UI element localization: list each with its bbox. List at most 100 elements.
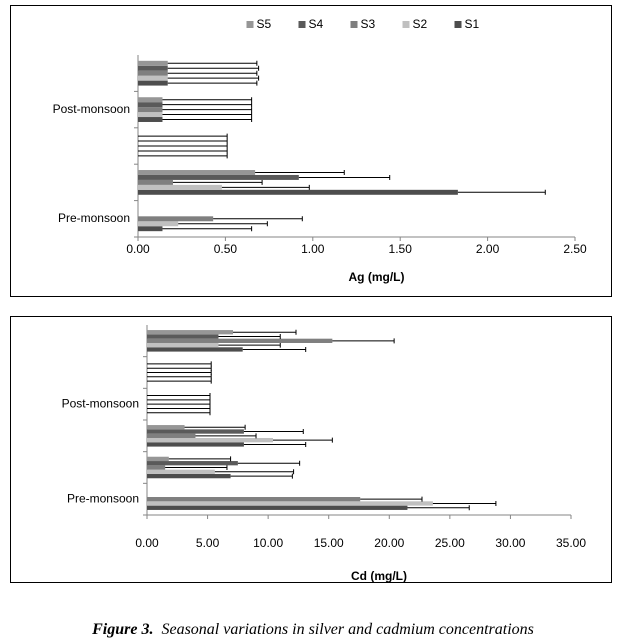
y-tick-label: Post-monsoon — [53, 102, 130, 116]
legend-swatch — [246, 21, 254, 28]
x-tick-label: 15.00 — [314, 536, 344, 550]
x-tick-label: 35.00 — [556, 536, 586, 550]
legend-swatch — [350, 21, 358, 28]
y-tick-label: Pre-monsoon — [58, 211, 130, 225]
error-bar — [138, 143, 228, 149]
error-bar — [298, 174, 391, 180]
error-bar — [184, 424, 246, 430]
caption-text: Seasonal variations in silver and cadmiu… — [161, 621, 533, 638]
caption-label: Figure 3. — [91, 621, 153, 638]
bar — [147, 334, 219, 339]
bar — [147, 469, 215, 474]
error-bar — [162, 107, 253, 113]
chart-frame — [10, 5, 612, 297]
bar — [147, 465, 166, 470]
legend-label: S5 — [257, 17, 272, 31]
bar — [147, 429, 244, 434]
bar — [138, 226, 163, 232]
error-bar — [138, 148, 228, 154]
bar — [138, 184, 222, 190]
x-tick-label: 0.00 — [126, 242, 150, 256]
x-tick-label: 5.00 — [196, 536, 220, 550]
error-bar — [243, 429, 304, 435]
error-bar — [147, 410, 211, 416]
x-axis-title: Cd (mg/L) — [351, 569, 407, 583]
error-bar — [332, 338, 395, 344]
error-bar — [242, 346, 307, 352]
bar — [138, 189, 458, 195]
x-tick-label: 2.50 — [563, 242, 587, 256]
bar — [138, 221, 179, 227]
error-bar — [162, 226, 253, 232]
error-bar — [167, 70, 258, 76]
bar — [138, 60, 168, 66]
error-bar — [230, 473, 293, 479]
error-bar — [218, 342, 281, 348]
y-tick-label: Pre-monsoon — [67, 491, 139, 505]
error-bar — [221, 184, 310, 190]
error-bar — [218, 334, 281, 340]
x-axis-title: Ag (mg/L) — [349, 270, 405, 284]
error-bar — [147, 397, 211, 403]
x-tick-label: 0.50 — [214, 242, 238, 256]
bar — [147, 473, 231, 479]
x-tick-label: 1.00 — [301, 242, 325, 256]
bar — [138, 65, 168, 71]
bar — [138, 70, 168, 76]
error-bar — [147, 370, 212, 375]
error-bar — [138, 138, 228, 144]
bar — [138, 174, 299, 180]
legend-label: S3 — [361, 17, 376, 31]
bar — [138, 102, 163, 108]
error-bar — [138, 133, 228, 139]
error-bar — [195, 433, 257, 439]
bar — [138, 97, 163, 103]
legend-label: S4 — [309, 17, 324, 31]
error-bar — [162, 112, 253, 118]
bar — [147, 456, 169, 462]
error-bar — [407, 505, 470, 511]
bar — [147, 437, 273, 443]
error-bar — [167, 60, 258, 66]
bar — [138, 179, 173, 185]
bar — [147, 338, 333, 343]
error-bar — [147, 401, 211, 407]
error-bar — [233, 329, 297, 335]
error-bar — [147, 393, 211, 399]
x-tick-label: 10.00 — [253, 536, 283, 550]
error-bar — [167, 80, 258, 86]
x-tick-label: 20.00 — [374, 536, 404, 550]
bar — [147, 497, 361, 502]
caption: Figure 3. Seasonal variations in silver a… — [91, 621, 534, 638]
y-tick-label: Post-monsoon — [62, 396, 139, 410]
bar — [147, 461, 238, 466]
error-bar — [147, 405, 211, 411]
bar — [147, 330, 234, 335]
bar — [138, 117, 163, 122]
bar — [147, 433, 196, 438]
error-bar — [147, 365, 212, 371]
x-tick-label: 25.00 — [435, 536, 465, 550]
error-bar — [162, 117, 253, 123]
legend-swatch — [454, 21, 462, 28]
bar — [138, 112, 163, 118]
legend-swatch — [402, 21, 410, 28]
bar — [147, 442, 244, 447]
error-bar — [167, 65, 260, 71]
error-bar — [162, 97, 253, 103]
legend-swatch — [298, 21, 306, 28]
error-bar — [138, 153, 228, 159]
bar — [138, 80, 168, 86]
error-bar — [172, 179, 263, 185]
error-bar — [167, 75, 260, 81]
bar — [138, 216, 214, 222]
chart-frame — [10, 316, 612, 583]
x-tick-label: 1.50 — [389, 242, 413, 256]
bar — [147, 501, 433, 506]
error-bar — [213, 216, 303, 222]
error-bar — [360, 496, 423, 502]
error-bar — [147, 378, 212, 384]
bar — [147, 342, 219, 348]
error-bar — [147, 374, 212, 380]
error-bar — [255, 169, 345, 175]
